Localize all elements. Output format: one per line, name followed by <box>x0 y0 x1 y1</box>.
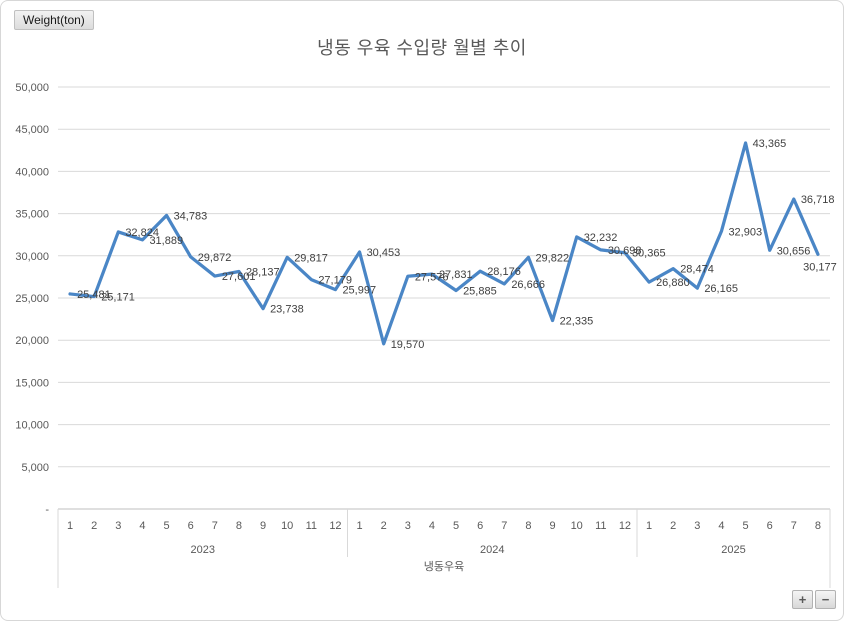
data-label: 25,997 <box>342 285 376 297</box>
month-label[interactable]: 10 <box>571 520 583 532</box>
month-label[interactable]: 4 <box>139 520 145 532</box>
y-tick-label: 20,000 <box>15 335 49 347</box>
month-label[interactable]: 9 <box>260 520 266 532</box>
data-label: 32,903 <box>728 226 762 238</box>
month-labels: 1 2 3 4 5 6 7 8 9 10 11 12 1 2 3 4 5 6 7 8 9 10 11 12 1 2 3 4 5 6 7 8 <box>67 520 821 532</box>
data-label: 27,831 <box>439 269 473 281</box>
month-label[interactable]: 12 <box>619 520 631 532</box>
month-label[interactable]: 3 <box>405 520 411 532</box>
month-label[interactable]: 5 <box>164 520 170 532</box>
month-label[interactable]: 2 <box>91 520 97 532</box>
data-label: 30,698 <box>608 245 642 257</box>
month-label[interactable]: 4 <box>718 520 724 532</box>
y-axis-labels: 5,000 10,000 15,000 20,000 25,000 30,000 35,00… <box>15 82 49 516</box>
data-label: 29,822 <box>535 252 569 264</box>
data-label: 32,232 <box>584 232 618 244</box>
y-tick-label: 40,000 <box>15 166 49 178</box>
month-label[interactable]: 11 <box>595 520 606 532</box>
month-label[interactable]: 9 <box>550 520 556 532</box>
data-label: 36,718 <box>801 194 835 206</box>
data-label: 26,880 <box>656 277 690 289</box>
y-tick-label: 25,000 <box>15 293 49 305</box>
data-label: 34,783 <box>174 210 208 222</box>
data-label: 43,365 <box>753 138 787 150</box>
month-label[interactable]: 8 <box>525 520 531 532</box>
month-label[interactable]: 1 <box>646 520 652 532</box>
data-label: 28,474 <box>680 264 714 276</box>
zoom-controls: + − <box>792 590 836 609</box>
zoom-out-button[interactable]: − <box>815 590 836 609</box>
year-labels: 2023 2024 2025 <box>191 544 746 556</box>
month-label[interactable]: 8 <box>815 520 821 532</box>
month-label[interactable]: 11 <box>306 520 317 532</box>
chart-title: 냉동 우육 수입량 월별 추이 <box>317 38 527 58</box>
data-label: 26,666 <box>511 279 545 291</box>
data-label: 29,872 <box>198 252 232 264</box>
data-label: 26,165 <box>704 283 738 295</box>
y-tick-label: 45,000 <box>15 124 49 136</box>
data-label: 28,137 <box>246 267 280 279</box>
x-axis-band <box>57 508 831 588</box>
data-label: 25,885 <box>463 286 497 298</box>
data-label: 27,601 <box>222 271 256 283</box>
data-label: 27,576 <box>415 271 449 283</box>
data-label: 32,824 <box>125 227 159 239</box>
data-label: 19,570 <box>391 339 425 351</box>
month-label[interactable]: 10 <box>281 520 293 532</box>
month-label[interactable]: 6 <box>477 520 483 532</box>
month-label[interactable]: 7 <box>791 520 797 532</box>
y-tick-label: 35,000 <box>15 209 49 221</box>
month-label[interactable]: 5 <box>453 520 459 532</box>
y-tick-label-zero: - <box>45 504 49 516</box>
month-label[interactable]: 4 <box>429 520 435 532</box>
x-axis-title: 냉동우육 <box>424 560 464 573</box>
data-label: 25,171 <box>101 292 135 304</box>
month-label[interactable]: 12 <box>329 520 341 532</box>
year-label[interactable]: 2023 <box>191 544 215 556</box>
month-label[interactable]: 3 <box>115 520 121 532</box>
data-label: 30,453 <box>367 247 401 259</box>
month-label[interactable]: 1 <box>357 520 363 532</box>
zoom-in-button[interactable]: + <box>792 590 813 609</box>
month-label[interactable]: 6 <box>188 520 194 532</box>
month-label[interactable]: 8 <box>236 520 242 532</box>
month-label[interactable]: 3 <box>694 520 700 532</box>
y-tick-label: 5,000 <box>21 462 49 474</box>
y-gridlines <box>58 86 830 468</box>
month-label[interactable]: 2 <box>381 520 387 532</box>
month-label[interactable]: 7 <box>212 520 218 532</box>
month-label[interactable]: 7 <box>501 520 507 532</box>
month-label[interactable]: 5 <box>743 520 749 532</box>
y-tick-label: 30,000 <box>15 251 49 263</box>
series-line[interactable] <box>68 141 820 346</box>
y-tick-label: 50,000 <box>15 82 49 94</box>
month-label[interactable]: 6 <box>767 520 773 532</box>
data-label: 27,179 <box>318 275 352 287</box>
year-label[interactable]: 2024 <box>480 544 504 556</box>
data-label: 31,889 <box>149 235 183 247</box>
data-label: 23,738 <box>270 304 304 316</box>
y-tick-label: 10,000 <box>15 420 49 432</box>
series <box>68 141 820 346</box>
weight-field-button[interactable]: Weight(ton) <box>14 10 94 30</box>
data-label: 30,656 <box>777 245 811 257</box>
data-label: 28,176 <box>487 266 521 278</box>
data-label: 29,817 <box>294 252 328 264</box>
data-label: 22,335 <box>560 315 594 327</box>
data-label: 30,177 <box>803 261 837 273</box>
year-label[interactable]: 2025 <box>721 544 745 556</box>
data-label: 30,365 <box>632 248 666 260</box>
y-tick-label: 15,000 <box>15 377 49 389</box>
month-label[interactable]: 2 <box>670 520 676 532</box>
data-label: 25,481 <box>77 289 111 301</box>
month-label[interactable]: 1 <box>67 520 73 532</box>
x-axis-title-label: 냉동우육 <box>424 560 464 573</box>
